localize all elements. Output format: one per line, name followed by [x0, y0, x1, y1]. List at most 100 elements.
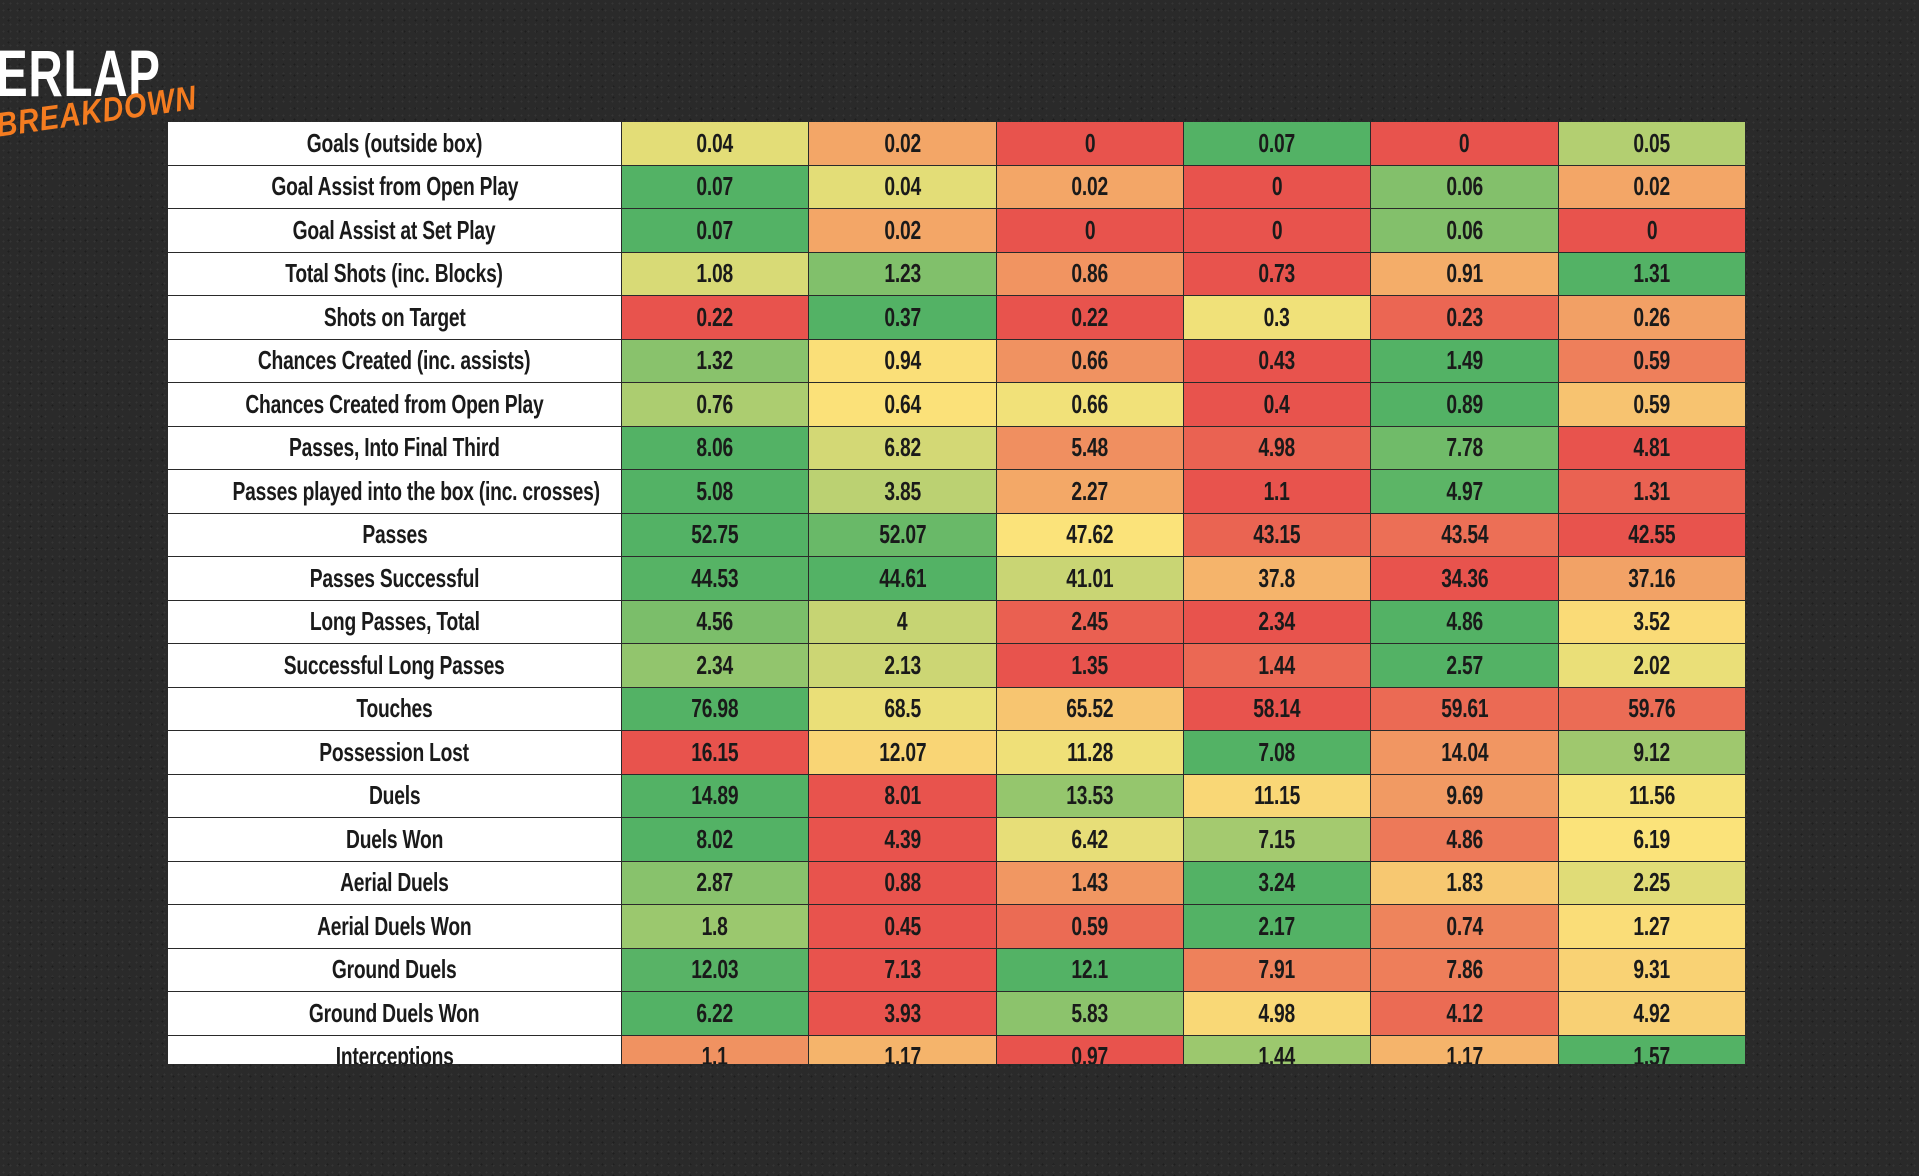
heatmap-cell: 7.86 [1370, 947, 1559, 992]
heatmap-cell: 0.07 [620, 164, 810, 209]
row-label: Passes played into the box (inc. crosses… [168, 469, 622, 514]
cell-value: 1.83 [1446, 867, 1483, 898]
cell-value: 0.59 [1633, 388, 1671, 419]
heatmap-cell: 14.89 [620, 773, 810, 818]
cell-value: 11.28 [1066, 736, 1113, 767]
row-label: Duels Won [168, 817, 622, 862]
cell-value: 41.01 [1066, 562, 1114, 593]
row-label-text: Aerial Duels [340, 867, 449, 898]
row-label: Passes Successful [168, 556, 622, 601]
cell-value: 1.49 [1446, 345, 1483, 376]
cell-value: 5.48 [1071, 432, 1108, 463]
table-row: Passes Successful 44.53 44.61 41.01 37.8 34.3… [168, 556, 1746, 601]
cell-value: 65.52 [1066, 693, 1114, 724]
heatmap-cell: 4.12 [1370, 991, 1559, 1036]
heatmap-cell: 0.94 [808, 338, 997, 383]
stats-table: Goals (outside box) 0.04 0.02 0 0.07 0 0.05 Goa… [168, 122, 1746, 1064]
row-label-text: Chances Created from Open Play [245, 388, 544, 419]
heatmap-cell: 0 [1182, 208, 1372, 253]
heatmap-cell: 6.42 [995, 817, 1184, 862]
heatmap-cell: 0.88 [808, 860, 997, 905]
cell-value: 1.8 [701, 910, 729, 941]
cell-value: 1.17 [1446, 1041, 1483, 1064]
heatmap-cell: 1.1 [620, 1034, 810, 1064]
table-row: Shots on Target 0.22 0.37 0.22 0.3 0.23 0.26 [168, 295, 1746, 340]
heatmap-cell: 1.27 [1557, 904, 1746, 949]
heatmap-cell: 1.83 [1370, 860, 1559, 905]
cell-value: 12.07 [878, 736, 926, 767]
heatmap-cell: 5.08 [620, 469, 810, 514]
heatmap-cell: 0.07 [1182, 122, 1372, 166]
cell-value: 1.17 [884, 1041, 921, 1064]
cell-value: 11.56 [1628, 780, 1675, 811]
table-row: Chances Created from Open Play 0.76 0.64 0.… [168, 382, 1746, 427]
row-label: Chances Created from Open Play [168, 382, 622, 427]
heatmap-cell: 2.45 [995, 599, 1184, 644]
heatmap-cell: 1.32 [620, 338, 810, 383]
heatmap-cell: 2.25 [1557, 860, 1746, 905]
heatmap-cell: 1.8 [620, 904, 810, 949]
cell-value: 16.15 [691, 736, 739, 767]
heatmap-cell: 0.45 [808, 904, 997, 949]
heatmap-cell: 7.91 [1182, 947, 1372, 992]
heatmap-cell: 0.02 [995, 164, 1184, 209]
cell-value: 1.08 [696, 258, 734, 289]
cell-value: 4.97 [1446, 475, 1483, 506]
cell-value: 59.61 [1440, 693, 1488, 724]
cell-value: 44.53 [691, 562, 739, 593]
cell-value: 3.24 [1258, 867, 1296, 898]
heatmap-cell: 37.8 [1182, 556, 1372, 601]
heatmap-cell: 4.39 [808, 817, 997, 862]
heatmap-cell: 4.81 [1557, 425, 1746, 470]
cell-value: 1.43 [1071, 867, 1108, 898]
row-label-text: Total Shots (inc. Blocks) [285, 258, 504, 289]
heatmap-cell: 13.53 [995, 773, 1184, 818]
row-label-text: Passes Successful [309, 562, 480, 593]
cell-value: 1.1 [701, 1041, 729, 1064]
heatmap-cell: 1.1 [1182, 469, 1372, 514]
heatmap-cell: 6.19 [1557, 817, 1746, 862]
row-label: Goal Assist from Open Play [168, 164, 622, 209]
heatmap-cell: 76.98 [620, 686, 810, 731]
cell-value: 14.89 [691, 780, 739, 811]
cell-value: 43.15 [1253, 519, 1301, 550]
cell-value: 0.07 [696, 214, 734, 245]
row-label: Passes [168, 512, 622, 557]
cell-value: 13.53 [1066, 780, 1114, 811]
cell-value: 52.75 [691, 519, 739, 550]
cell-value: 0.04 [696, 127, 734, 158]
cell-value: 9.31 [1633, 954, 1671, 985]
cell-value: 0.07 [696, 171, 734, 202]
heatmap-cell: 0.97 [995, 1034, 1184, 1064]
cell-value: 0.94 [884, 345, 921, 376]
cell-value: 3.85 [884, 475, 921, 506]
heatmap-cell: 0 [995, 122, 1184, 166]
heatmap-cell: 42.55 [1557, 512, 1746, 557]
cell-value: 1.44 [1258, 649, 1296, 680]
heatmap-cell: 1.43 [995, 860, 1184, 905]
heatmap-cell: 65.52 [995, 686, 1184, 731]
heatmap-cell: 0.02 [808, 208, 997, 253]
cell-value: 7.13 [884, 954, 921, 985]
heatmap-cell: 1.31 [1557, 469, 1746, 514]
row-label: Touches [168, 686, 622, 731]
heatmap-cell: 6.82 [808, 425, 997, 470]
cell-value: 0.45 [884, 910, 921, 941]
heatmap-cell: 0.3 [1182, 295, 1372, 340]
table-row: Aerial Duels 2.87 0.88 1.43 3.24 1.83 2.25 [168, 860, 1746, 905]
heatmap-cell: 5.83 [995, 991, 1184, 1036]
cell-value: 0.66 [1071, 388, 1108, 419]
cell-value: 2.57 [1446, 649, 1483, 680]
row-label-text: Ground Duels [332, 954, 457, 985]
cell-value: 0.74 [1446, 910, 1483, 941]
row-label-text: Goal Assist from Open Play [270, 171, 518, 202]
cell-value: 2.02 [1633, 649, 1671, 680]
heatmap-cell: 9.31 [1557, 947, 1746, 992]
heatmap-cell: 8.06 [620, 425, 810, 470]
row-label: Total Shots (inc. Blocks) [168, 251, 622, 296]
row-label-text: Duels [368, 780, 421, 811]
table-row: Aerial Duels Won 1.8 0.45 0.59 2.17 0.74 1.27 [168, 904, 1746, 949]
stats-heatmap-table: Goals (outside box) 0.04 0.02 0 0.07 0 0.05 Goa… [168, 122, 1746, 1064]
row-label-text: Goals (outside box) [306, 127, 483, 158]
cell-value: 3.52 [1633, 606, 1671, 637]
